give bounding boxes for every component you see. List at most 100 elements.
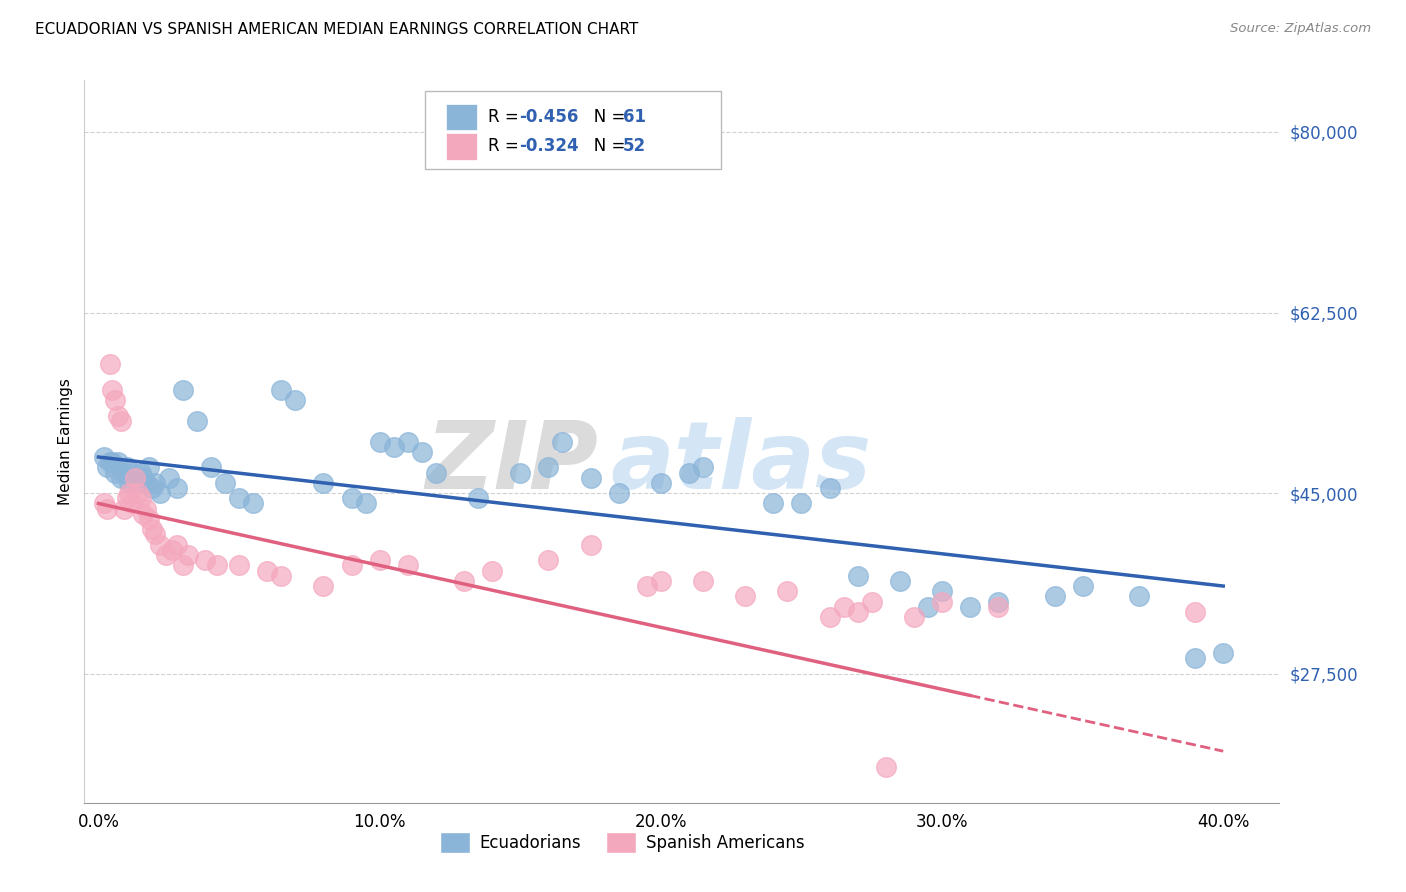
- Point: [98, 455, 121, 469]
- Point: [636, 579, 658, 593]
- Point: [124, 471, 146, 485]
- Point: [242, 496, 264, 510]
- Point: [987, 594, 1010, 608]
- Point: [889, 574, 911, 588]
- Point: [135, 475, 157, 490]
- Point: [396, 434, 419, 449]
- Point: [101, 455, 124, 469]
- Point: [509, 466, 531, 480]
- Point: [903, 610, 925, 624]
- Point: [132, 471, 155, 485]
- Point: [340, 491, 363, 506]
- Text: N =: N =: [578, 137, 630, 155]
- Point: [115, 491, 138, 506]
- Point: [650, 574, 672, 588]
- Point: [931, 594, 953, 608]
- Point: [104, 393, 127, 408]
- Point: [368, 553, 391, 567]
- Point: [678, 466, 700, 480]
- Text: atlas: atlas: [610, 417, 872, 509]
- Point: [846, 568, 869, 582]
- Point: [931, 584, 953, 599]
- Point: [107, 455, 129, 469]
- Text: 61: 61: [623, 108, 645, 126]
- Point: [734, 590, 756, 604]
- Legend: Ecuadorians, Spanish Americans: Ecuadorians, Spanish Americans: [433, 826, 811, 860]
- Point: [228, 558, 250, 573]
- Point: [132, 507, 155, 521]
- Text: Source: ZipAtlas.com: Source: ZipAtlas.com: [1230, 22, 1371, 36]
- Point: [186, 414, 208, 428]
- Point: [579, 538, 602, 552]
- Point: [194, 553, 217, 567]
- Point: [166, 481, 188, 495]
- Point: [110, 471, 132, 485]
- Point: [818, 481, 841, 495]
- Point: [104, 466, 127, 480]
- Point: [1212, 646, 1234, 660]
- Point: [1071, 579, 1094, 593]
- Point: [118, 475, 141, 490]
- Point: [1128, 590, 1150, 604]
- Text: R =: R =: [488, 108, 524, 126]
- Text: -0.324: -0.324: [519, 137, 578, 155]
- Point: [112, 501, 135, 516]
- Point: [467, 491, 489, 506]
- Point: [138, 512, 160, 526]
- Point: [160, 542, 183, 557]
- Point: [846, 605, 869, 619]
- Point: [121, 466, 143, 480]
- Point: [453, 574, 475, 588]
- Point: [205, 558, 228, 573]
- Point: [214, 475, 236, 490]
- Point: [1043, 590, 1066, 604]
- Point: [860, 594, 883, 608]
- Point: [1184, 605, 1206, 619]
- Point: [138, 460, 160, 475]
- Point: [129, 491, 152, 506]
- Point: [127, 486, 149, 500]
- Point: [340, 558, 363, 573]
- Point: [149, 538, 172, 552]
- Point: [96, 460, 118, 475]
- Point: [312, 475, 335, 490]
- Point: [650, 475, 672, 490]
- Point: [98, 357, 121, 371]
- Point: [354, 496, 377, 510]
- Point: [155, 548, 177, 562]
- Point: [96, 501, 118, 516]
- Point: [228, 491, 250, 506]
- Point: [256, 564, 278, 578]
- Point: [115, 460, 138, 475]
- Point: [110, 414, 132, 428]
- Point: [818, 610, 841, 624]
- Text: N =: N =: [578, 108, 630, 126]
- Point: [411, 445, 433, 459]
- Point: [124, 471, 146, 485]
- Point: [579, 471, 602, 485]
- Point: [425, 466, 447, 480]
- Point: [93, 496, 115, 510]
- Text: -0.456: -0.456: [519, 108, 578, 126]
- Point: [93, 450, 115, 464]
- Point: [127, 475, 149, 490]
- Point: [692, 460, 714, 475]
- Point: [776, 584, 799, 599]
- Text: ECUADORIAN VS SPANISH AMERICAN MEDIAN EARNINGS CORRELATION CHART: ECUADORIAN VS SPANISH AMERICAN MEDIAN EA…: [35, 22, 638, 37]
- Point: [157, 471, 180, 485]
- Point: [270, 383, 292, 397]
- Point: [832, 599, 855, 614]
- Point: [143, 527, 166, 541]
- Y-axis label: Median Earnings: Median Earnings: [58, 378, 73, 505]
- Point: [141, 481, 163, 495]
- Point: [135, 501, 157, 516]
- Point: [121, 496, 143, 510]
- Point: [917, 599, 939, 614]
- Point: [312, 579, 335, 593]
- Point: [172, 383, 194, 397]
- Point: [112, 466, 135, 480]
- Point: [149, 486, 172, 500]
- Point: [143, 475, 166, 490]
- Point: [141, 522, 163, 536]
- Point: [790, 496, 813, 510]
